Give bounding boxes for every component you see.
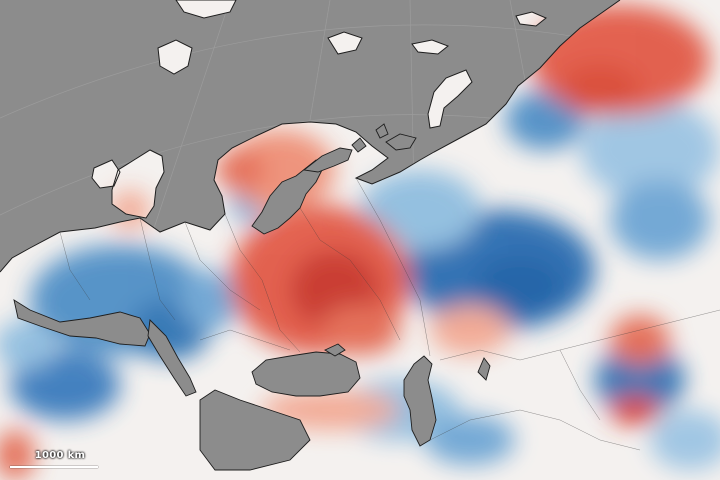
country-borders: [59, 177, 720, 451]
lake-onega: [375, 123, 389, 139]
lake-ladoga: [351, 137, 367, 153]
mediterranean-west: [13, 299, 151, 347]
sea-of-azov: [324, 343, 346, 357]
gulf-of-finland: [302, 147, 353, 173]
inland-waters: [13, 123, 491, 471]
adriatic-sea: [147, 319, 197, 397]
scale-bar-line: [10, 466, 98, 468]
caspian-sea: [403, 355, 437, 447]
scale-bar: 1000 km: [10, 450, 98, 472]
aral-sea: [477, 357, 491, 381]
eastern-mediterranean: [199, 389, 311, 471]
black-sea: [251, 351, 361, 397]
white-sea: [385, 133, 417, 151]
scale-bar-label: 1000 km: [34, 450, 86, 461]
